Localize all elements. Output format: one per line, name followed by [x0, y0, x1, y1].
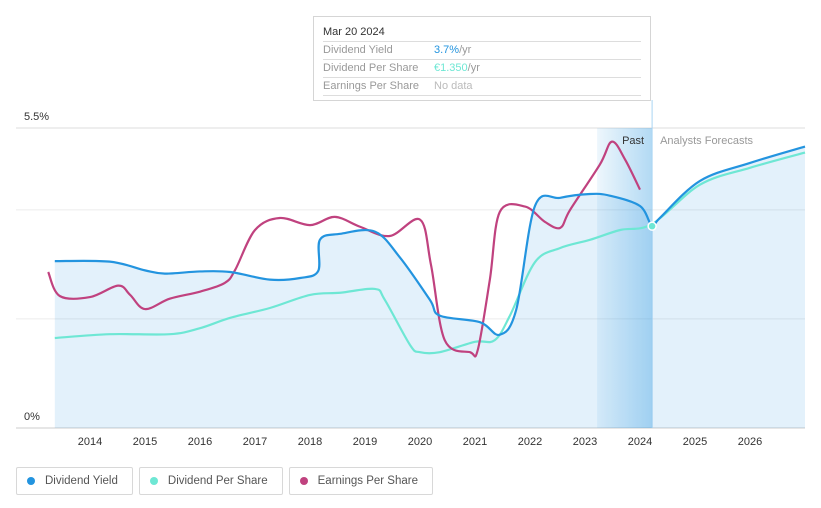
- x-tick-label: 2024: [628, 436, 652, 448]
- tooltip-unit: /yr: [459, 44, 472, 56]
- forecast-label: Analysts Forecasts: [660, 135, 753, 147]
- x-tick-label: 2019: [353, 436, 377, 448]
- past-label: Past: [622, 135, 644, 147]
- x-tick-label: 2020: [408, 436, 432, 448]
- x-tick-label: 2015: [133, 436, 157, 448]
- x-tick-label: 2014: [78, 436, 102, 448]
- y-tick-label: 0%: [24, 411, 40, 423]
- x-tick-label: 2026: [738, 436, 762, 448]
- tooltip-row-yield: Dividend Yield 3.7% /yr: [323, 42, 641, 60]
- legend-dividend-per-share[interactable]: Dividend Per Share: [138, 467, 283, 495]
- tooltip-label: Earnings Per Share: [323, 80, 419, 92]
- x-tick-label: 2017: [243, 436, 267, 448]
- legend-label: Dividend Yield: [45, 475, 118, 487]
- legend-earnings-per-share[interactable]: Earnings Per Share: [288, 467, 433, 495]
- past-region: [597, 128, 653, 428]
- legend-dot-icon: [299, 477, 308, 485]
- tooltip-row-dps: Dividend Per Share €1.350 /yr: [323, 60, 641, 78]
- x-tick-label: 2025: [683, 436, 707, 448]
- legend-label: Dividend Per Share: [167, 475, 268, 487]
- dividend-per-share-line: [54, 151, 806, 355]
- x-tick-label: 2022: [518, 436, 542, 448]
- tooltip-value: No data: [434, 80, 473, 92]
- tooltip-label: Dividend Yield: [323, 44, 393, 56]
- x-tick-label: 2018: [298, 436, 322, 448]
- dividend-yield-area: [54, 146, 806, 429]
- tooltip: Mar 20 2024 Dividend Yield 3.7% /yr Divid…: [313, 16, 651, 101]
- legend-label: Earnings Per Share: [317, 475, 418, 487]
- tooltip-unit: /yr: [467, 62, 480, 74]
- x-tick-label: 2016: [188, 436, 212, 448]
- legend-dot-icon: [27, 477, 35, 485]
- earnings-per-share-line: [47, 140, 641, 358]
- current-marker: [647, 221, 657, 231]
- legend-dividend-yield[interactable]: Dividend Yield: [16, 467, 133, 495]
- y-tick-label: 5.5%: [24, 111, 49, 123]
- tooltip-label: Dividend Per Share: [323, 62, 419, 74]
- tooltip-date: Mar 20 2024: [323, 17, 641, 42]
- x-tick-label: 2021: [463, 436, 487, 448]
- dividend-yield-line: [54, 145, 806, 337]
- tooltip-value: 3.7%: [434, 44, 460, 56]
- tooltip-value: €1.350: [434, 62, 468, 74]
- legend-dot-icon: [149, 477, 158, 485]
- legend: Dividend Yield Dividend Per Share Earnin…: [16, 467, 433, 495]
- tooltip-row-eps: Earnings Per Share No data: [323, 78, 641, 96]
- x-tick-label: 2023: [573, 436, 597, 448]
